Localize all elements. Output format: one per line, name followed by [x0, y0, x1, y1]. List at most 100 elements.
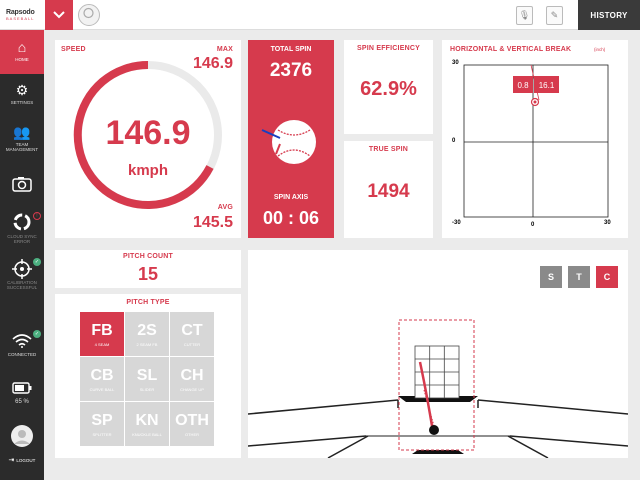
sidebar-item-profile[interactable]: [0, 424, 44, 450]
notes-button[interactable]: ✎: [546, 6, 563, 25]
catcher-view-button[interactable]: C: [596, 266, 618, 288]
pitch-type-ct[interactable]: CT CUTTER: [170, 312, 214, 356]
sidebar-item-label: CALIBRATION SUCCESSFUL: [6, 280, 38, 290]
speed-label: SPEED: [61, 46, 86, 53]
person-icon: [83, 7, 94, 19]
pitch-count-value: 15: [137, 264, 159, 284]
top-view-button[interactable]: T: [568, 266, 590, 288]
pitch-type-grid: FB 4 SEAM 2S 2 SEAM FB CT CUTTER CB CURVE BA…: [80, 312, 214, 446]
pitch-trajectory-view: S T C: [248, 250, 628, 458]
break-plot: [463, 64, 609, 218]
pitch-type-fb[interactable]: FB 4 SEAM: [80, 312, 124, 356]
pitch-type-name: 4 SEAM: [94, 341, 110, 347]
battery-icon: [12, 382, 32, 394]
sidebar-item-label: LOGOUT: [16, 457, 36, 463]
sidebar-item-label: TEAM MANAGEMENT: [5, 142, 39, 152]
pitch-type-name: CURVE BALL: [89, 386, 115, 392]
menu-toggle-button[interactable]: [45, 0, 73, 30]
player-avatar[interactable]: [78, 4, 100, 26]
total-spin-value: 2376: [269, 60, 313, 81]
avg-label: AVG: [217, 204, 233, 211]
y-axis-mid-tick: 0: [452, 138, 456, 144]
x-axis-left-tick: -30: [452, 220, 461, 226]
sidebar-item-label: CONNECTED: [7, 352, 37, 357]
sidebar-item-cloud-sync[interactable]: CLOUD SYNC ERROR: [0, 212, 44, 252]
sidebar-item-logout[interactable]: ⇥ LOGOUT: [0, 454, 44, 466]
sidebar-item-settings[interactable]: ⚙ SETTINGS: [0, 82, 44, 118]
spin-efficiency-card: SPIN EFFICIENCY 62.9%: [344, 40, 433, 134]
strike-zone-scene: [248, 319, 628, 458]
pitch-count-label: PITCH COUNT: [122, 253, 174, 260]
pitch-type-name: KNUCKLE BALL: [132, 431, 162, 437]
pitch-type-abbr: FB: [91, 321, 113, 339]
camera-icon: [12, 177, 32, 192]
total-spin-label: TOTAL SPIN: [270, 46, 312, 53]
calibration-ok-badge: ✓: [33, 258, 41, 266]
break-chart-title: HORIZONTAL & VERTICAL BREAK: [450, 46, 572, 53]
pitch-type-name: SPLITTER: [92, 431, 112, 437]
connected-badge: ✓: [33, 330, 41, 338]
sidebar-item-label: CLOUD SYNC ERROR: [7, 234, 37, 244]
battery-level: 65 %: [15, 399, 29, 405]
vertical-break-value: 16.1: [538, 81, 555, 90]
calibration-icon: [12, 259, 32, 279]
speed-card: SPEED MAX 146.9 146.9 kmph AVG 145.5: [55, 40, 241, 238]
pitch-type-name: CHANGE UP: [180, 386, 204, 392]
pitch-type-abbr: KN: [135, 411, 159, 429]
gear-icon: ⚙: [15, 82, 29, 98]
history-button[interactable]: HISTORY: [578, 0, 640, 30]
pitch-type-abbr: SP: [91, 411, 113, 429]
side-view-button[interactable]: S: [540, 266, 562, 288]
spin-efficiency-value: 62.9%: [360, 78, 417, 100]
pitch-type-cb[interactable]: CB CURVE BALL: [80, 357, 124, 401]
y-axis-top-tick: 30: [452, 60, 459, 66]
sidebar: ⌂ HOME ⚙ SETTINGS 👥 TEAM MANAGEMENT CLOU…: [0, 30, 44, 480]
pitch-type-name: SLIDER: [139, 386, 155, 392]
spin-axis-value: 00 : 06: [262, 208, 320, 228]
spin-axis-label: SPIN AXIS: [273, 194, 309, 201]
pitch-type-2s[interactable]: 2S 2 SEAM FB: [125, 312, 169, 356]
microphone-icon: 🎙: [518, 10, 531, 20]
logout-icon: ⇥: [8, 456, 15, 464]
sidebar-item-camera[interactable]: [0, 176, 44, 202]
pitch-type-sl[interactable]: SL SLIDER: [125, 357, 169, 401]
speed-gauge: [73, 60, 222, 209]
x-axis-right-tick: 30: [604, 220, 611, 226]
break-unit: (inch): [594, 47, 606, 52]
team-icon: 👥: [13, 124, 31, 140]
pitch-type-oth[interactable]: OTH OTHER: [170, 402, 214, 446]
sidebar-item-calibration[interactable]: CALIBRATION SUCCESSFUL: [0, 258, 44, 298]
horizontal-break-value: 0.8: [517, 81, 529, 90]
top-bar: Rapsodo BASEBALL 🎙 ✎ HISTORY: [0, 0, 640, 30]
spin-efficiency-label: SPIN EFFICIENCY: [357, 45, 420, 52]
true-spin-label: TRUE SPIN: [368, 146, 409, 153]
sidebar-item-label: SETTINGS: [10, 100, 34, 105]
pitch-type-ch[interactable]: CH CHANGE UP: [170, 357, 214, 401]
pitch-type-name: CUTTER: [183, 341, 201, 347]
max-speed-value: 146.9: [192, 55, 233, 72]
break-chart-card: HORIZONTAL & VERTICAL BREAK (inch) 0.8 1…: [442, 40, 628, 238]
logo-main: Rapsodo: [6, 9, 35, 16]
avg-speed-value: 145.5: [192, 214, 233, 231]
cloud-sync-icon: [13, 213, 31, 231]
baseball-icon: [261, 120, 316, 164]
logo-sub: BASEBALL: [6, 16, 35, 21]
notes-icon: ✎: [550, 10, 559, 20]
pitch-type-abbr: CT: [181, 321, 203, 339]
max-label: MAX: [216, 46, 233, 53]
sidebar-item-team-management[interactable]: 👥 TEAM MANAGEMENT: [0, 124, 44, 164]
speed-unit: kmph: [127, 162, 168, 179]
sidebar-item-label: HOME: [15, 57, 29, 62]
pitch-type-sp[interactable]: SP SPLITTER: [80, 402, 124, 446]
microphone-button[interactable]: 🎙: [516, 6, 533, 25]
sidebar-item-connection[interactable]: CONNECTED: [0, 334, 44, 370]
pitch-type-abbr: CH: [180, 366, 204, 384]
sidebar-item-home[interactable]: ⌂ HOME: [0, 30, 44, 74]
chevron-down-icon: [53, 11, 65, 19]
true-spin-value: 1494: [367, 181, 410, 202]
pitch-type-kn[interactable]: KN KNUCKLE BALL: [125, 402, 169, 446]
speed-value: 146.9: [105, 114, 191, 152]
pitch-type-abbr: OTH: [175, 411, 209, 429]
true-spin-card: TRUE SPIN 1494: [344, 141, 433, 238]
sidebar-item-battery: 65 %: [0, 382, 44, 412]
